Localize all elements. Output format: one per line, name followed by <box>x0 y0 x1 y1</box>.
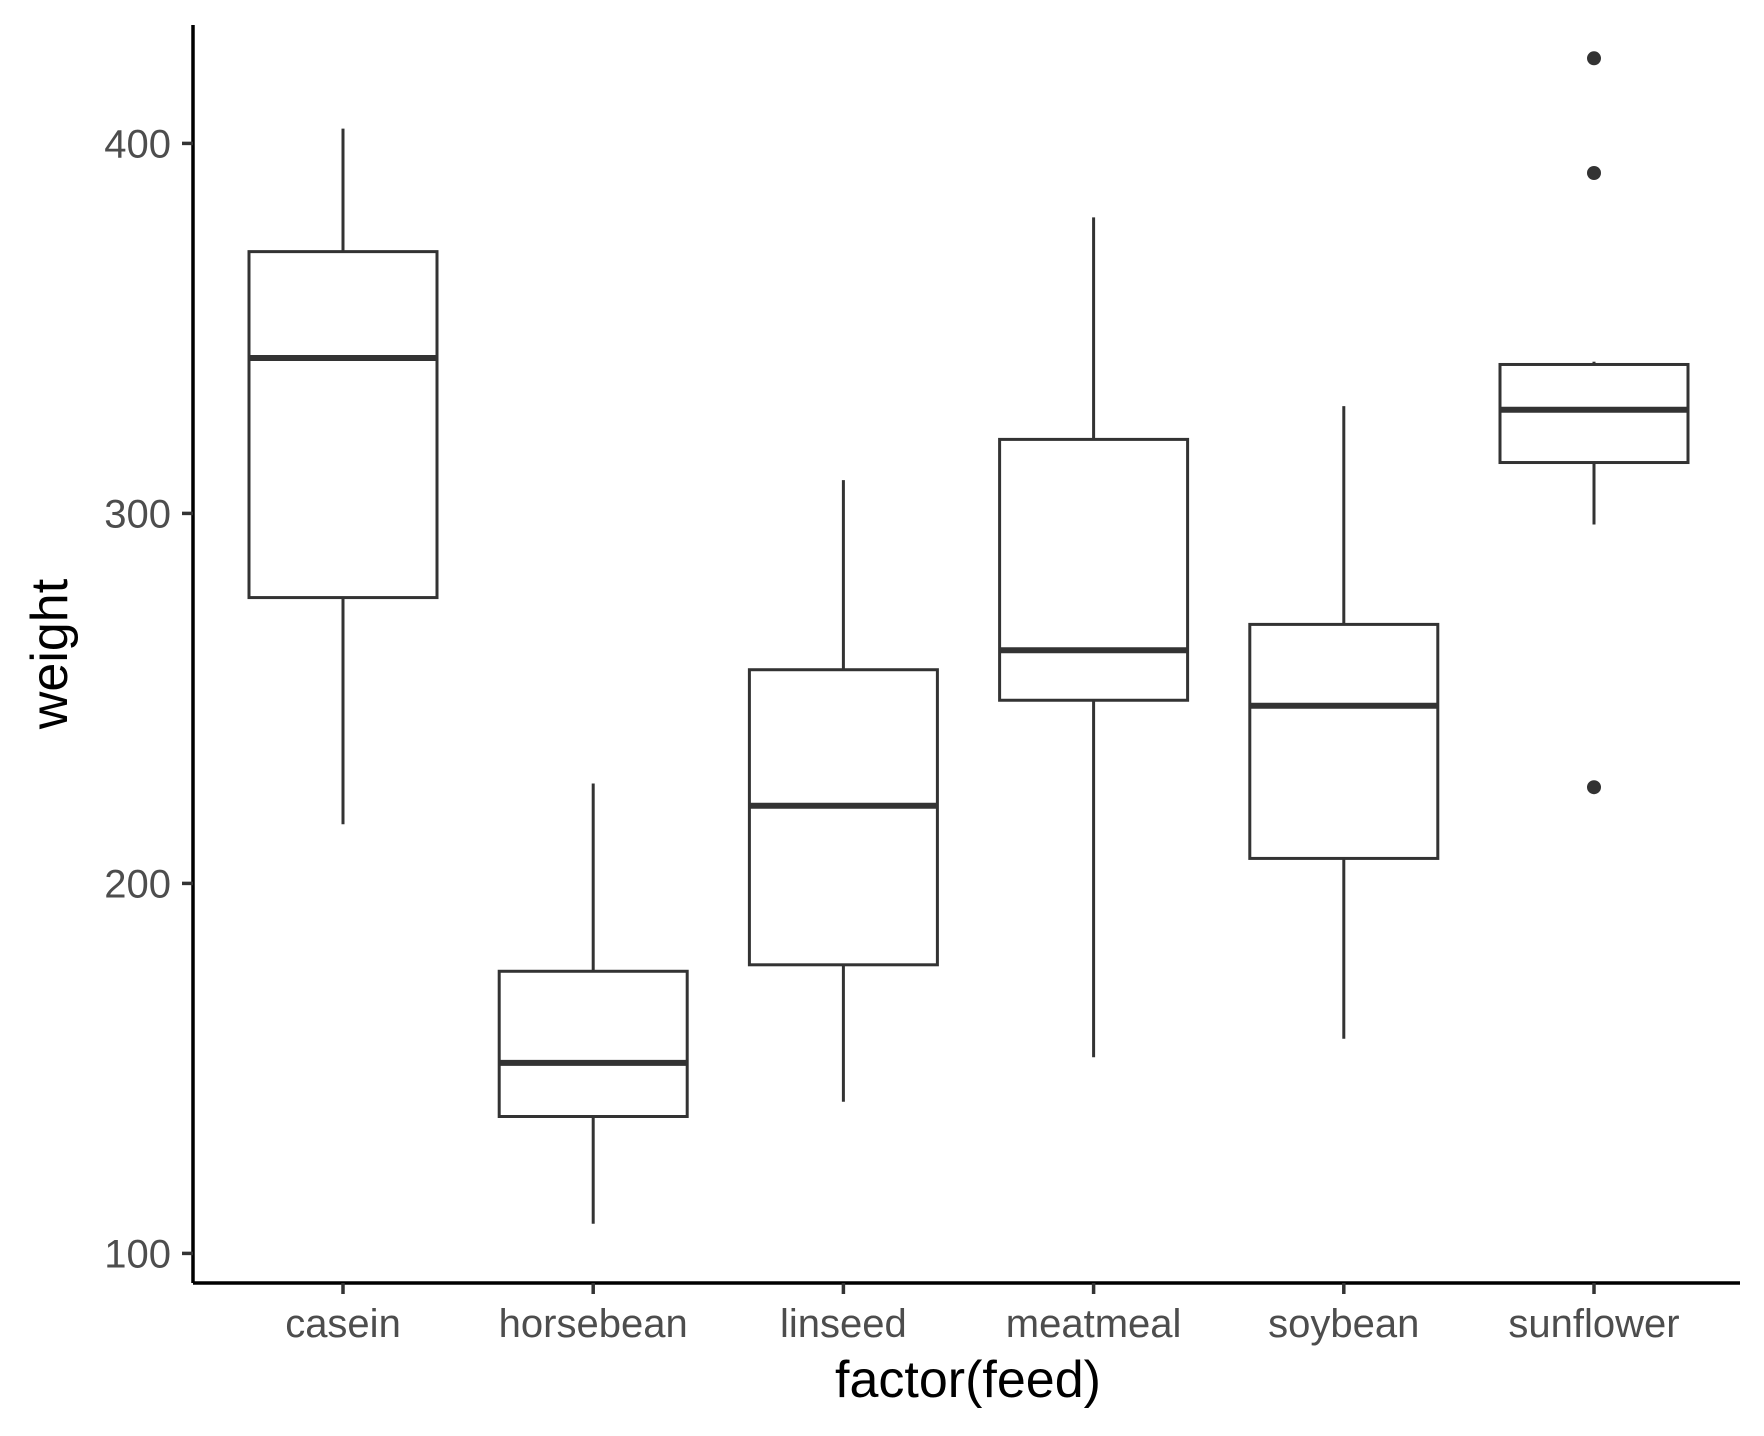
iqr-box <box>497 969 689 1119</box>
x-tick-label: casein <box>285 1302 401 1346</box>
box-soybean <box>1248 406 1440 1039</box>
x-axis: casein horsebean linseed meatmeal soybean sun… <box>193 1281 1740 1346</box>
iqr-box <box>998 437 1190 702</box>
iqr-box <box>1248 622 1440 860</box>
box-horsebean <box>497 783 689 1224</box>
x-tick-label: meatmeal <box>1006 1302 1182 1346</box>
y-tick-label: 400 <box>104 122 171 166</box>
outlier-point <box>1587 780 1601 795</box>
box-meatmeal <box>998 217 1190 1058</box>
box-casein <box>247 128 439 825</box>
x-tick-label: horsebean <box>499 1302 688 1346</box>
x-tick-label: soybean <box>1268 1302 1419 1346</box>
iqr-box <box>747 668 939 967</box>
iqr-box <box>247 250 439 600</box>
x-tick-label: linseed <box>780 1302 907 1346</box>
box-linseed <box>747 480 939 1102</box>
x-tick-label: sunflower <box>1508 1302 1679 1346</box>
y-axis-title: weight <box>21 578 79 730</box>
box-sunflower <box>1498 51 1690 795</box>
outlier-point <box>1587 166 1601 180</box>
boxes-layer <box>247 51 1690 1224</box>
outlier-point <box>1587 51 1601 66</box>
iqr-box <box>1498 362 1690 465</box>
y-tick-label: 100 <box>104 1232 171 1276</box>
y-tick-label: 300 <box>104 492 171 536</box>
x-axis-title: factor(feed) <box>835 1351 1101 1409</box>
y-axis: 100 200 300 400 <box>104 25 195 1283</box>
y-tick-label: 200 <box>104 862 171 906</box>
